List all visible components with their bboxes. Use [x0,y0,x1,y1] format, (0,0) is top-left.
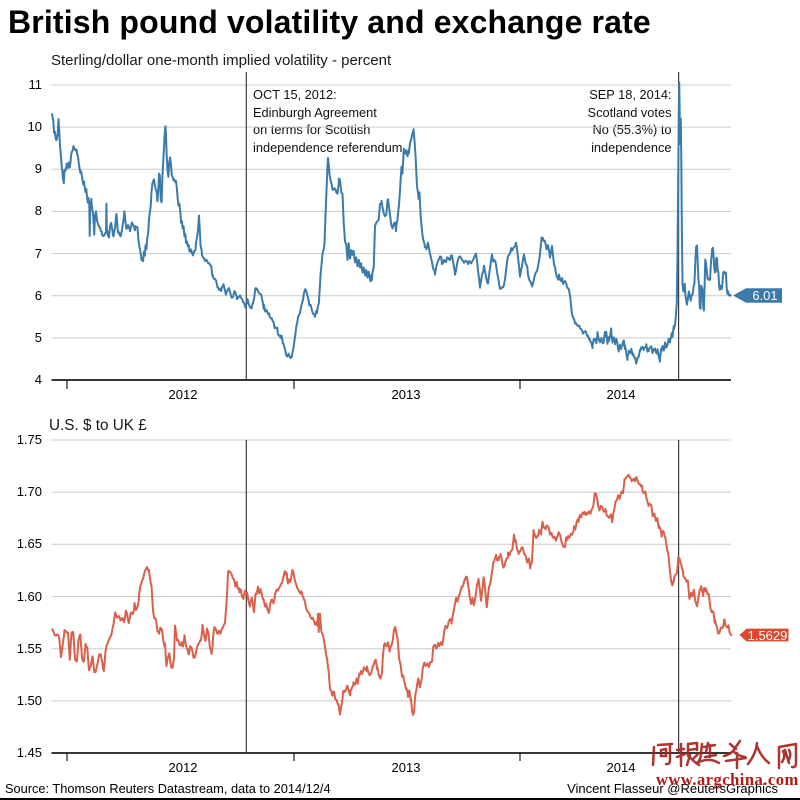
svg-text:1.5629: 1.5629 [748,628,788,643]
svg-text:6.01: 6.01 [752,288,777,303]
